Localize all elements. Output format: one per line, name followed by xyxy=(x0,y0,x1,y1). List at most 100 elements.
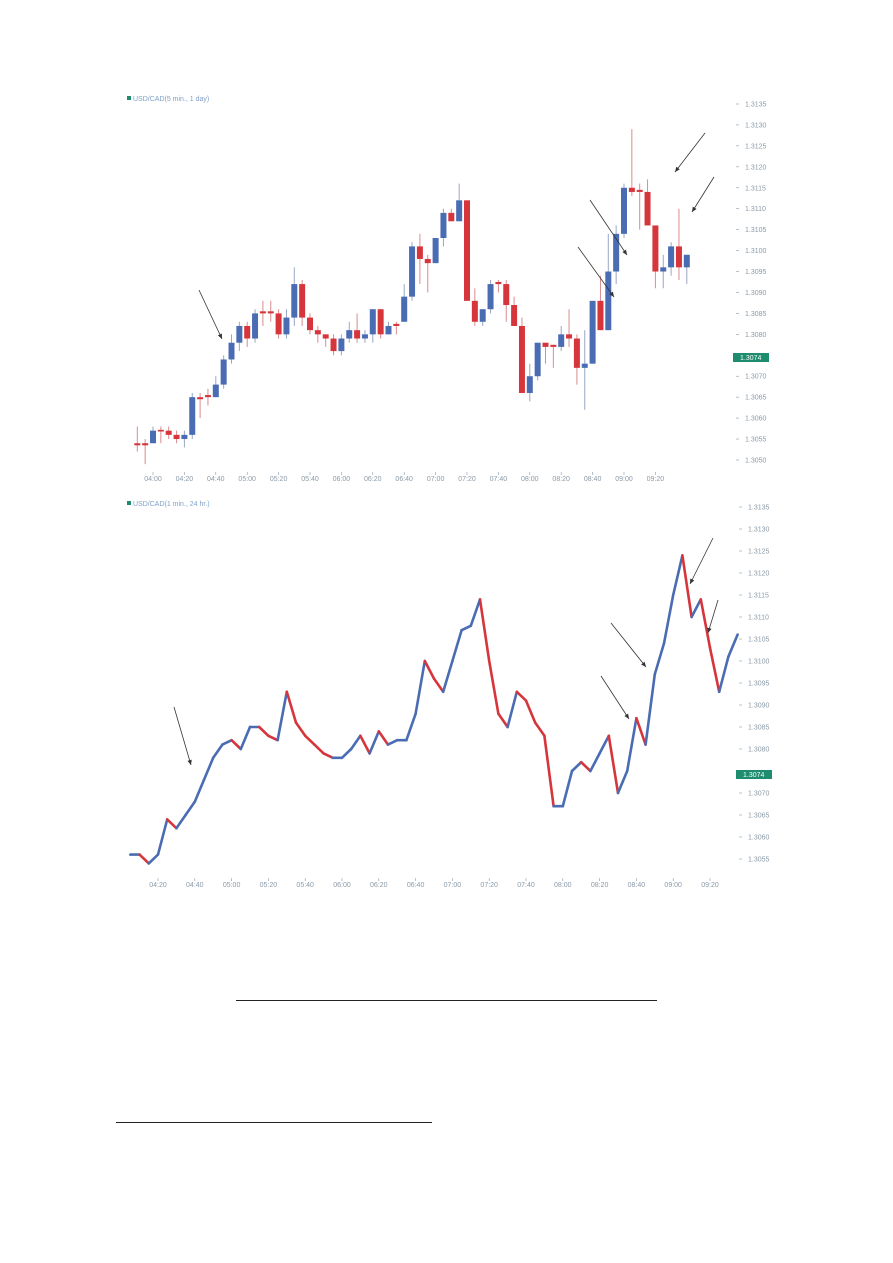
candle-body xyxy=(566,334,573,339)
candle-body xyxy=(542,342,549,347)
candle-body xyxy=(675,246,682,268)
candle-body xyxy=(432,238,439,264)
price-segment xyxy=(184,800,197,817)
y-tick-label: 1.3055 xyxy=(748,857,770,864)
y-tick-label: 1.3085 xyxy=(745,311,767,318)
candle-body xyxy=(338,338,345,352)
candle-body xyxy=(511,305,518,326)
price-segment xyxy=(313,743,325,755)
candle-body xyxy=(228,342,235,360)
price-segment xyxy=(635,716,647,746)
candle-body xyxy=(471,300,478,322)
candle-body xyxy=(377,309,384,335)
y-tick-label: 1.3100 xyxy=(745,248,767,255)
price-segment xyxy=(285,690,298,724)
arrow-head-icon xyxy=(187,759,192,765)
candle-body xyxy=(628,187,635,192)
price-segment xyxy=(487,659,500,716)
y-tick-label: 1.3050 xyxy=(745,457,767,464)
legend-swatch xyxy=(127,501,131,505)
price-segment xyxy=(221,738,233,746)
y-tick-label: 1.3090 xyxy=(748,703,770,710)
price-segment xyxy=(727,633,739,658)
price-segment xyxy=(211,743,224,760)
x-tick-label: 05:40 xyxy=(296,882,314,889)
annotation-arrows xyxy=(198,132,715,340)
candle-body xyxy=(173,434,180,440)
arrow-line xyxy=(674,132,706,173)
x-tick-label: 06:00 xyxy=(333,882,351,889)
y-tick-label: 1.3095 xyxy=(745,269,767,276)
x-tick-label: 05:20 xyxy=(270,476,288,483)
candle-body xyxy=(526,376,533,393)
candle-body xyxy=(464,200,470,301)
x-tick-label: 08:20 xyxy=(591,882,609,889)
price-segment xyxy=(340,747,353,760)
price-segment xyxy=(625,716,638,773)
candle-body xyxy=(189,397,196,435)
candle-body xyxy=(503,284,510,306)
candle-body xyxy=(393,323,400,326)
x-tick-label: 05:20 xyxy=(260,882,278,889)
y-tick-label: 1.3135 xyxy=(748,505,770,512)
candle-body xyxy=(142,443,149,446)
arrow-head-icon xyxy=(641,661,646,667)
candle-body xyxy=(644,191,651,226)
candle-body xyxy=(299,284,306,318)
candle-body xyxy=(534,342,541,377)
y-tick-label: 1.3060 xyxy=(745,416,767,423)
x-tick-label: 06:20 xyxy=(370,882,388,889)
price-segment xyxy=(681,554,693,619)
candle-body xyxy=(424,258,431,264)
price-segment xyxy=(451,628,463,663)
y-tick-label: 1.3070 xyxy=(745,374,767,381)
candle-body xyxy=(613,233,620,272)
price-segment xyxy=(653,642,666,676)
price-segment xyxy=(515,690,528,702)
price-segment xyxy=(644,672,657,746)
candle-body xyxy=(291,284,298,318)
y-tick-label: 1.3115 xyxy=(745,185,766,192)
candle-body xyxy=(369,309,376,335)
candle-body xyxy=(621,187,627,234)
candle-body xyxy=(550,344,557,347)
y-tick-label: 1.3060 xyxy=(748,835,770,842)
y-tick-label: 1.3135 xyxy=(745,102,767,109)
y-tick-label: 1.3080 xyxy=(748,747,770,754)
x-tick-label: 07:00 xyxy=(427,476,445,483)
chart-title: USD/CAD(5 min., 1 day) xyxy=(133,96,209,103)
price-segment xyxy=(616,769,629,795)
price-segment xyxy=(175,813,187,830)
footnote-separator xyxy=(116,1122,432,1123)
price-segment xyxy=(469,598,482,628)
y-axis: 1.3135 1.3130 1.3125 1.3120 1.3115 1.3110 1.31… xyxy=(739,505,770,864)
price-segment xyxy=(267,734,279,742)
x-tick-label: 07:40 xyxy=(490,476,508,483)
arrow-line xyxy=(691,176,715,213)
x-tick-label: 06:40 xyxy=(407,882,425,889)
candle-body xyxy=(307,317,313,331)
y-tick-label: 1.3085 xyxy=(748,725,770,732)
x-tick-label: 04:20 xyxy=(149,882,167,889)
price-segment xyxy=(359,734,371,755)
price-segment xyxy=(349,734,362,751)
price-segment xyxy=(193,778,206,804)
chart-5min: USD/CAD(5 min., 1 day) 1.3135 1.3130 1.312… xyxy=(127,96,769,483)
x-tick-label: 09:20 xyxy=(701,882,719,889)
price-segment xyxy=(579,760,592,773)
x-tick-label: 09:00 xyxy=(615,476,633,483)
x-tick-label: 08:40 xyxy=(584,476,602,483)
y-tick-label: 1.3125 xyxy=(745,143,767,150)
x-tick-label: 07:00 xyxy=(444,882,462,889)
price-segment xyxy=(202,756,215,782)
price-segment xyxy=(708,646,721,694)
candle-body xyxy=(668,246,675,268)
price-segment xyxy=(414,659,427,716)
price-segment xyxy=(690,598,703,619)
chart-title: USD/CAD(1 min., 24 hr.) xyxy=(133,501,210,508)
chart-1min: USD/CAD(1 min., 24 hr.) 1.31351.31301.31… xyxy=(127,501,772,889)
price-segment xyxy=(147,853,160,865)
y-axis: 1.3135 1.3130 1.3125 1.3120 1.3115 1.3110 1.31… xyxy=(736,102,767,464)
price-segment xyxy=(276,690,289,742)
